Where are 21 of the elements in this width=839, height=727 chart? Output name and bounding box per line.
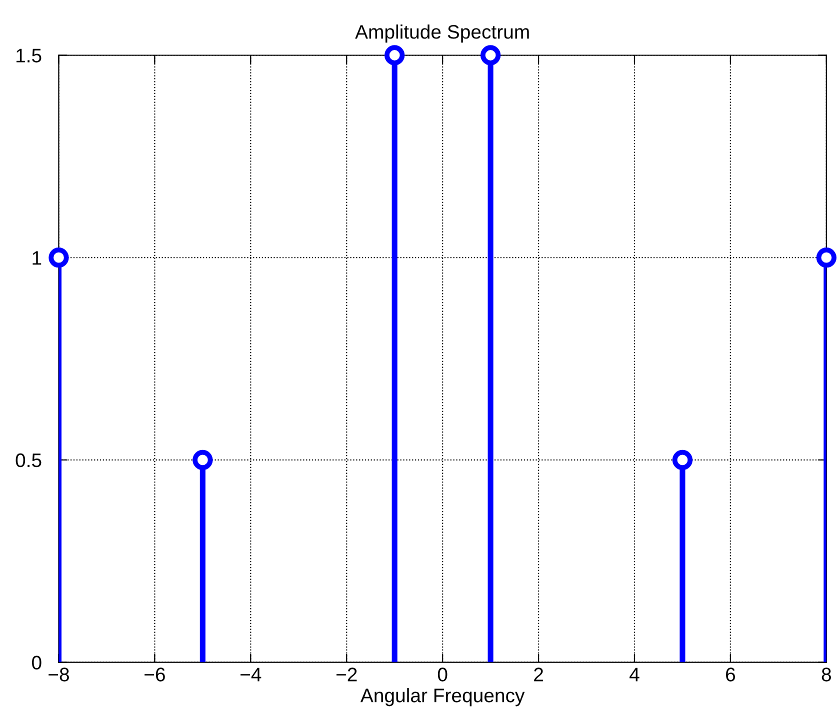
x-tick-label: −8 <box>48 668 69 682</box>
x-axis-title: Angular Frequency <box>360 688 525 706</box>
point <box>192 450 213 470</box>
x-tick-label: 8 <box>822 668 831 682</box>
x-tick-label: −4 <box>240 668 262 682</box>
point <box>816 248 836 268</box>
point <box>480 45 501 66</box>
x-tick-label: 6 <box>726 668 736 682</box>
x-tick-label: 4 <box>630 668 640 682</box>
point <box>48 248 69 268</box>
y-tick-label: 1 <box>32 251 42 265</box>
y-tick-label: 1.5 <box>16 48 42 62</box>
x-tick-label: 2 <box>534 668 543 682</box>
x-tick-label: −6 <box>144 668 165 682</box>
x-tick-label: 0 <box>438 668 448 682</box>
y-tick-label: 0 <box>32 656 42 670</box>
chart-title: Amplitude Spectrum <box>355 24 529 43</box>
y-tick-label: 0.5 <box>16 453 42 468</box>
point <box>384 45 405 66</box>
point <box>672 450 693 470</box>
x-tick-label: −2 <box>336 668 357 682</box>
